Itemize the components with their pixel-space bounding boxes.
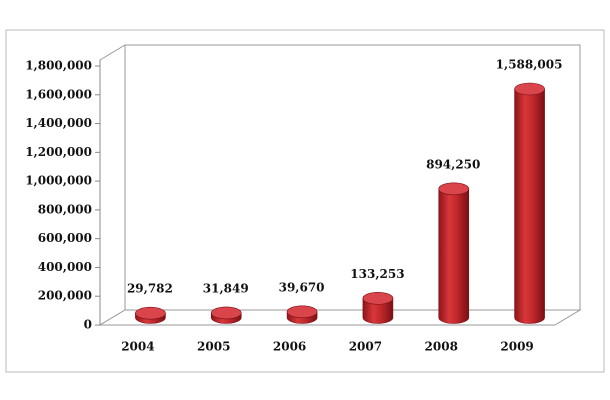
value-label: 894,250	[426, 157, 480, 171]
floor	[98, 309, 582, 326]
x-tick-label: 2005	[197, 340, 230, 354]
bar-top	[514, 82, 545, 96]
bar	[362, 298, 394, 324]
side-wall	[99, 44, 126, 326]
bar	[438, 188, 470, 324]
y-tick-label: 0	[84, 318, 92, 332]
value-label: 1,588,005	[496, 58, 563, 72]
x-tick-label: 2006	[273, 340, 306, 354]
y-tick-label: 600,000	[38, 231, 92, 245]
x-tick-label: 2004	[121, 340, 154, 354]
bar-top	[210, 306, 242, 320]
value-label: 39,670	[279, 280, 325, 294]
bar-top	[362, 292, 394, 305]
value-label: 133,253	[350, 267, 404, 281]
x-tick-label: 2007	[349, 340, 382, 354]
y-tick-label: 200,000	[38, 289, 92, 303]
bar-top	[438, 182, 470, 196]
x-tick-label: 2009	[500, 340, 533, 354]
value-label: 29,782	[127, 282, 173, 296]
bar-top	[286, 305, 318, 319]
y-tick-label: 400,000	[38, 260, 92, 274]
x-tick-label: 2008	[425, 340, 458, 354]
bar	[514, 88, 545, 324]
y-tick-label: 1,800,000	[25, 59, 92, 73]
y-tick-label: 1,200,000	[25, 145, 92, 159]
y-tick-label: 1,400,000	[25, 116, 92, 130]
bar-top	[135, 306, 166, 320]
y-tick-label: 1,600,000	[25, 87, 92, 101]
y-tick-label: 1,000,000	[25, 174, 92, 188]
value-label: 31,849	[203, 281, 249, 295]
y-tick-label: 800,000	[38, 202, 92, 216]
